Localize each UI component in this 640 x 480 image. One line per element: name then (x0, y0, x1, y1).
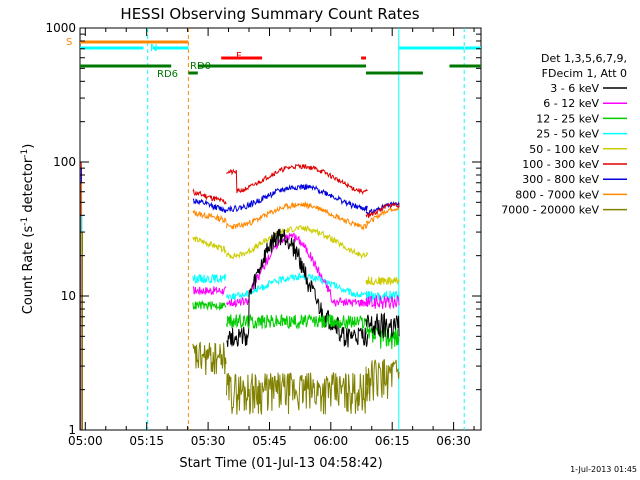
legend-entry-label: 100 - 300 keV (522, 158, 599, 171)
series-line (365, 294, 400, 310)
series-line (226, 272, 369, 301)
chart-title: HESSI Observing Summary Count Rates (120, 5, 419, 23)
series-line (192, 341, 227, 376)
series-line (226, 183, 369, 213)
series-line (365, 201, 400, 219)
series-line (226, 372, 369, 415)
series-line (192, 286, 227, 297)
y-axis-label-mid: detector (21, 157, 36, 217)
series-line (365, 200, 400, 216)
x-tick-label: 05:00 (68, 434, 103, 448)
series-line (192, 198, 227, 214)
plot-frame (79, 27, 482, 431)
x-tick-label: 05:15 (129, 434, 164, 448)
legend-entry-label: 7000 - 20000 keV (501, 204, 599, 217)
x-tick-label: 06:00 (314, 434, 349, 448)
legend-entry-label: 3 - 6 keV (550, 82, 599, 95)
series-line (365, 276, 400, 286)
series-line (192, 273, 227, 284)
legend-header-line-1: Det 1,3,5,6,7,9, (541, 52, 627, 65)
series-line (365, 205, 400, 226)
legend-header-line-2: FDecim 1, Att 0 (542, 67, 627, 80)
legend-entry-label: 25 - 50 keV (536, 128, 599, 141)
series-line (226, 228, 369, 348)
y-axis-label-end: ) (21, 144, 36, 149)
saa-flag-label: S (66, 37, 72, 48)
y-tick-label: 1000 (45, 21, 76, 35)
y-tick-label: 1 (68, 423, 76, 437)
timestamp: 1-Jul-2013 01:45 (570, 465, 637, 474)
y-tick-label: 10 (61, 289, 76, 303)
legend-entry-label: 800 - 7000 keV (515, 188, 599, 201)
y-tick-label: 100 (53, 155, 76, 169)
night-flag-label: N (150, 43, 157, 54)
flare-flag-label: F (236, 51, 242, 62)
x-axis-label: Start Time (01-Jul-13 04:58:42) (179, 456, 382, 471)
series-line (365, 312, 400, 339)
series-line (226, 225, 369, 260)
series-line (192, 188, 227, 205)
x-tick-label: 05:30 (191, 434, 226, 448)
plot-area: S N F RD0 RD6 (66, 28, 481, 430)
x-tick-label: 06:15 (375, 434, 410, 448)
legend-entry-label: 300 - 800 keV (522, 173, 599, 186)
series-line (226, 313, 369, 331)
series-line (365, 359, 400, 402)
series-line (226, 201, 369, 231)
x-tick-label: 05:45 (252, 434, 287, 448)
legend-entry-label: 50 - 100 keV (529, 143, 599, 156)
y-axis: 1 10 100 1000 (45, 21, 481, 437)
legend-entry-label: 12 - 25 keV (536, 112, 599, 125)
series-line (365, 290, 400, 304)
x-axis: 05:00 05:15 05:30 05:45 06:00 06:15 06:30 (68, 28, 475, 448)
y-axis-label-main: Count Rate (s (21, 226, 36, 315)
series-line (192, 235, 227, 255)
legend-entry-label: 6 - 12 keV (543, 97, 599, 110)
y-axis-label-sup2: -1 (20, 149, 30, 158)
series-line (226, 163, 368, 196)
y-axis-label-sup1: -1 (20, 217, 30, 226)
series-line (192, 209, 227, 224)
rd6-flag-label: RD6 (157, 69, 178, 80)
legend: Det 1,3,5,6,7,9, FDecim 1, Att 0 3 - 6 k… (501, 52, 627, 217)
y-axis-label: Count Rate (s-1 detector-1) (20, 144, 36, 315)
series-line (192, 299, 227, 311)
rd0-flag-label: RD0 (190, 61, 211, 72)
x-tick-label: 06:30 (436, 434, 471, 448)
